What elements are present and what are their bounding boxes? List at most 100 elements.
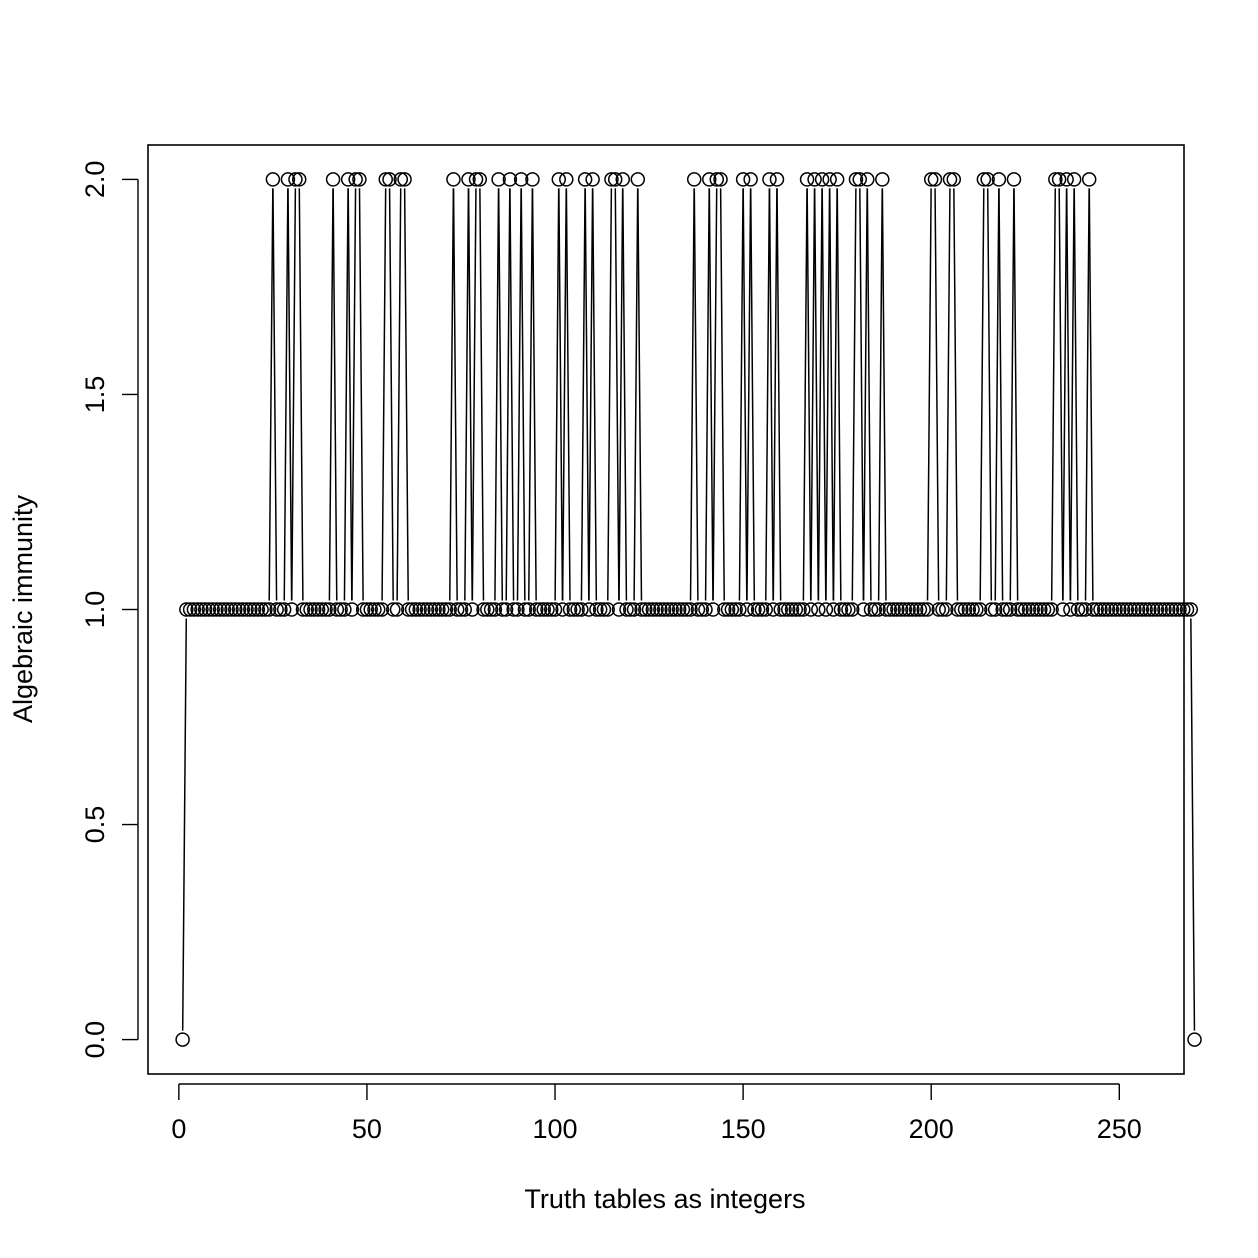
x-tick-label: 0 — [171, 1114, 186, 1144]
data-point — [510, 602, 525, 617]
data-point — [1104, 602, 1120, 617]
series-segment — [588, 188, 594, 601]
data-point — [765, 602, 781, 617]
data-point — [382, 172, 397, 187]
series-segment — [994, 188, 1000, 601]
data-point — [1115, 602, 1131, 617]
data-point — [1036, 602, 1052, 617]
data-point — [728, 602, 743, 617]
data-point — [562, 602, 578, 617]
data-point — [1157, 602, 1172, 617]
data-point — [634, 602, 649, 617]
data-point — [927, 172, 943, 187]
series-segment — [1088, 188, 1094, 601]
data-point — [807, 172, 822, 187]
series-segment — [618, 188, 624, 601]
series-segment — [1065, 188, 1072, 601]
data-point — [829, 172, 845, 187]
series-segment — [614, 188, 620, 601]
data-point — [649, 602, 664, 617]
data-point — [743, 172, 758, 187]
data-point — [250, 602, 266, 617]
series-segment — [689, 188, 695, 601]
data-point — [596, 602, 612, 617]
data-point — [781, 602, 796, 617]
data-point — [1160, 602, 1176, 617]
series-segment — [862, 188, 868, 601]
data-point — [656, 602, 672, 617]
data-point — [212, 602, 228, 617]
data-point — [1055, 602, 1071, 617]
data-point — [1164, 602, 1180, 617]
data-point — [258, 602, 273, 617]
data-point — [1033, 602, 1048, 617]
data-point — [607, 172, 623, 187]
x-axis: 0 50 100 150 200 250 — [171, 1083, 1142, 1144]
data-point — [314, 602, 330, 617]
series-segment — [776, 188, 782, 601]
data-point — [269, 602, 284, 617]
data-point — [814, 172, 830, 187]
data-point — [668, 602, 683, 617]
data-point — [641, 602, 657, 617]
series-segment — [565, 188, 571, 601]
data-point — [826, 602, 841, 617]
series-segment — [866, 188, 872, 601]
data-point — [457, 602, 472, 617]
data-point — [491, 172, 506, 187]
data-point — [1006, 172, 1022, 187]
data-point — [423, 602, 439, 617]
data-point — [495, 602, 510, 617]
series-segment — [1190, 618, 1196, 1031]
data-point — [660, 602, 676, 617]
data-point — [931, 602, 946, 617]
data-point — [340, 172, 356, 187]
series-segment — [859, 188, 865, 601]
series-segment — [986, 188, 993, 601]
data-point — [589, 602, 604, 617]
data-point — [261, 602, 277, 617]
data-point — [348, 172, 363, 187]
series-segment — [851, 188, 857, 601]
data-point — [878, 602, 894, 617]
data-point — [875, 172, 890, 187]
series-segment — [607, 188, 613, 601]
data-point — [871, 602, 886, 617]
data-point — [322, 602, 337, 617]
data-point — [513, 172, 529, 187]
series-segment — [1058, 188, 1064, 601]
data-point — [1138, 602, 1153, 617]
data-point — [777, 602, 792, 617]
series-segment — [708, 188, 714, 601]
data-point — [957, 602, 973, 617]
data-point — [412, 602, 427, 617]
data-point — [528, 602, 544, 617]
data-point — [1100, 602, 1116, 617]
data-point — [796, 602, 811, 617]
data-point — [355, 602, 371, 617]
data-point — [318, 602, 333, 617]
data-point — [431, 602, 446, 617]
data-point — [1134, 602, 1150, 617]
data-point — [1051, 172, 1067, 187]
y-tick-label: 0.0 — [80, 1021, 110, 1059]
data-point — [1168, 602, 1183, 617]
data-point — [683, 602, 698, 617]
data-point — [720, 602, 736, 617]
data-point — [465, 602, 480, 617]
series-segment — [704, 188, 710, 601]
series-segment — [268, 188, 274, 601]
data-point — [1172, 602, 1187, 617]
data-point — [664, 602, 679, 617]
data-point — [893, 602, 909, 617]
series-segment — [381, 188, 387, 601]
series-segment — [298, 188, 304, 601]
series-segment — [817, 188, 823, 601]
data-point — [630, 172, 646, 187]
data-point — [841, 602, 856, 617]
data-point — [995, 602, 1010, 617]
data-point — [1127, 602, 1142, 617]
data-point — [1085, 602, 1101, 617]
